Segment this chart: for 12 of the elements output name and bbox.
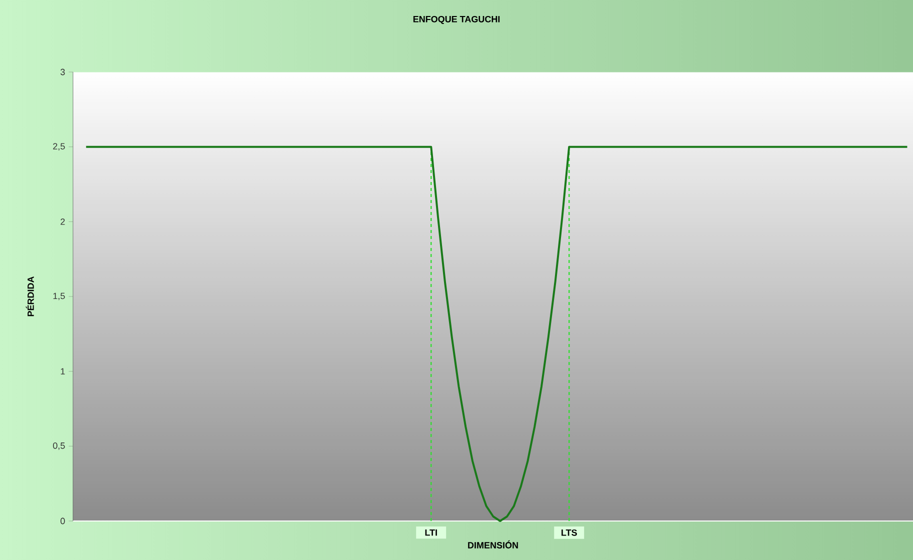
y-axis-title: PÉRDIDA (26, 276, 34, 316)
x-tick-label: LTI (425, 529, 437, 536)
x-axis-title: DIMENSIÓN (468, 540, 518, 548)
y-tick-label: 0,5 (53, 442, 65, 450)
chart-title: ENFOQUE TAGUCHI (413, 16, 500, 24)
y-tick-label: 2 (60, 218, 65, 225)
y-tick-label: 3 (60, 68, 65, 76)
y-tick-label: 0 (60, 518, 65, 524)
x-tick-label: LTS (562, 529, 577, 536)
y-tick-label: 1 (60, 368, 65, 374)
y-tick-label: 1,5 (53, 292, 65, 300)
y-tick-label: 2,5 (53, 143, 65, 151)
